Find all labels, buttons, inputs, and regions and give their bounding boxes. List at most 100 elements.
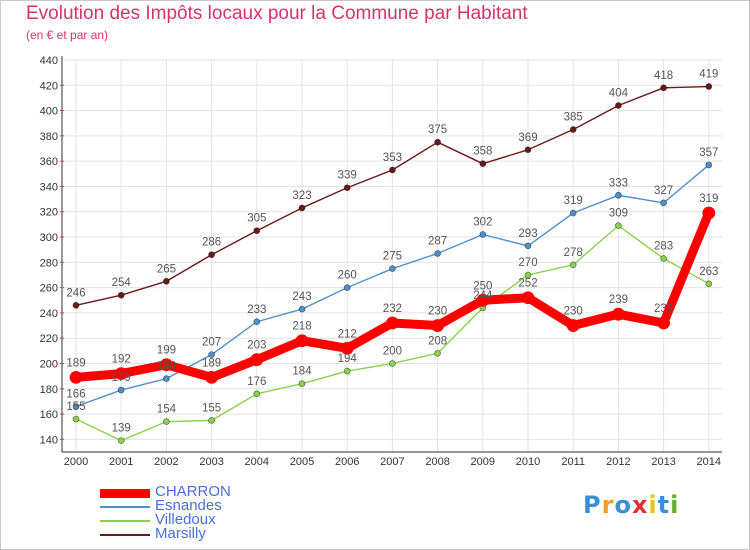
data-label: 139 [112, 423, 131, 435]
x-tick-label: 2004 [245, 456, 269, 468]
data-label: 232 [654, 303, 673, 315]
data-label: 260 [338, 270, 357, 282]
data-point [340, 341, 354, 355]
data-label: 199 [157, 345, 176, 357]
x-tick-label: 2012 [606, 456, 630, 468]
data-point [253, 318, 261, 326]
data-point [162, 418, 170, 426]
x-tick-label: 2011 [561, 456, 585, 468]
data-label: 233 [247, 304, 266, 316]
data-label: 385 [564, 112, 583, 124]
proxiti-logo: Proxiti [583, 491, 679, 519]
data-point [524, 271, 532, 279]
data-label: 254 [112, 277, 132, 289]
y-tick-label: 240 [40, 308, 58, 320]
data-label: 375 [428, 124, 447, 136]
data-label: 339 [338, 170, 357, 182]
logo-letter: t [657, 491, 671, 519]
data-point [114, 367, 128, 381]
data-label: 419 [699, 69, 718, 81]
data-point [660, 84, 667, 92]
data-point [434, 349, 442, 357]
data-point [566, 319, 580, 332]
data-point [117, 386, 125, 394]
logo-letter: r [601, 491, 615, 519]
data-label: 333 [609, 177, 628, 189]
legend-label: Marsilly [155, 525, 206, 542]
series-charron [69, 206, 716, 384]
data-label: 353 [383, 152, 402, 164]
data-point [298, 305, 306, 313]
data-point [569, 126, 577, 133]
data-point [615, 191, 622, 199]
y-tick-label: 200 [40, 358, 58, 370]
legend-label: Villedoux [155, 511, 216, 528]
data-point [702, 206, 716, 220]
y-tick-label: 380 [40, 131, 58, 143]
data-label: 265 [157, 263, 176, 275]
data-point [250, 353, 264, 367]
series-villedoux [72, 222, 713, 445]
data-point [208, 416, 216, 424]
data-point [431, 319, 445, 332]
data-label: 179 [112, 372, 131, 384]
data-point [521, 291, 535, 305]
data-label: 358 [473, 146, 492, 158]
data-point [434, 138, 442, 146]
data-label: 293 [518, 228, 537, 240]
data-label: 309 [609, 208, 628, 220]
data-label: 250 [473, 280, 492, 292]
data-label: 286 [202, 237, 221, 249]
y-tick-label: 180 [40, 384, 58, 396]
data-label: 319 [564, 195, 583, 207]
y-tick-label: 340 [40, 181, 58, 193]
data-label: 418 [654, 70, 673, 82]
data-point [660, 255, 667, 262]
data-label: 188 [157, 361, 176, 373]
data-point [72, 301, 80, 309]
data-point [524, 146, 532, 154]
data-point [343, 184, 351, 192]
legend-swatch [100, 489, 150, 498]
data-label: 404 [609, 88, 629, 100]
data-label: 176 [247, 376, 266, 388]
x-tick-label: 2003 [199, 456, 223, 468]
data-label: 246 [66, 287, 85, 299]
x-tick-label: 2010 [516, 456, 540, 468]
data-label: 154 [157, 404, 177, 416]
logo-letter: P [583, 491, 602, 519]
data-label: 369 [518, 132, 537, 144]
data-label: 189 [202, 357, 221, 369]
data-label: 263 [699, 266, 718, 278]
data-point [385, 316, 399, 330]
x-tick-label: 2014 [697, 456, 721, 468]
x-tick-label: 2009 [471, 456, 495, 468]
data-label: 243 [292, 291, 311, 303]
legend-swatch [100, 534, 150, 536]
data-label: 208 [428, 335, 447, 347]
data-label: 305 [247, 213, 266, 225]
logo-letter: o [614, 491, 632, 519]
data-point [208, 251, 216, 259]
y-tick-label: 280 [40, 257, 58, 269]
data-label: 192 [112, 354, 131, 366]
data-point [162, 375, 170, 383]
data-label: 184 [292, 366, 312, 378]
data-label: 218 [292, 321, 311, 333]
data-label: 212 [338, 328, 357, 340]
data-point [434, 250, 442, 257]
data-point [343, 367, 351, 375]
x-tick-label: 2008 [425, 456, 449, 468]
data-label: 319 [699, 193, 718, 205]
data-point [705, 83, 713, 90]
logo-letter: x [631, 491, 649, 519]
data-label: 166 [66, 388, 85, 400]
data-label: 207 [202, 337, 221, 349]
data-label: 357 [699, 147, 718, 159]
series-marsilly [72, 83, 713, 309]
y-tick-label: 220 [40, 333, 58, 345]
legend-label: CHARRON [155, 483, 231, 500]
data-point [162, 277, 170, 285]
y-tick-label: 360 [40, 156, 58, 168]
